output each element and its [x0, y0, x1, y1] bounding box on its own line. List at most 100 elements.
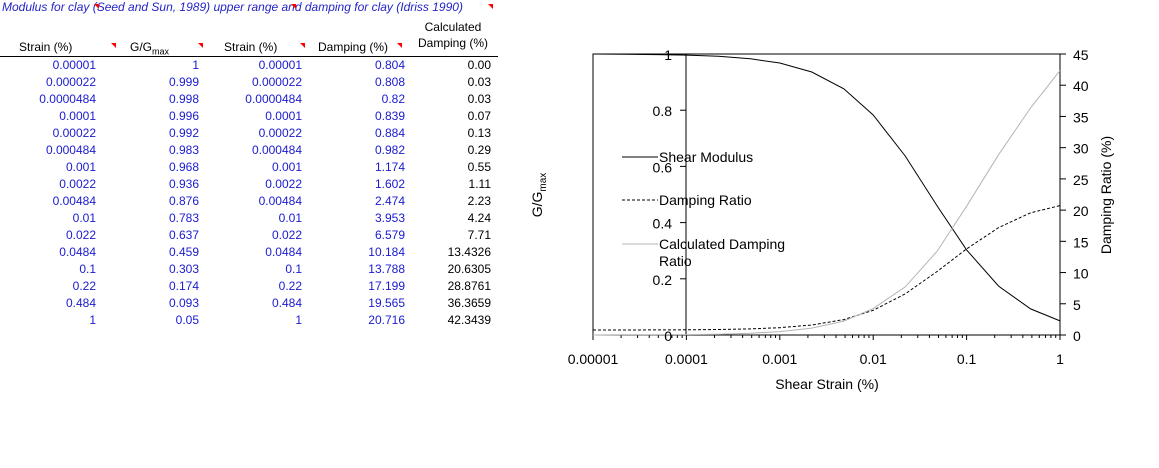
table-cell-ggmax[interactable]: 0.637	[168, 228, 199, 242]
table-cell-damping[interactable]: 1.602	[374, 177, 405, 191]
table-cell-strain1[interactable]: 0.484	[65, 296, 96, 310]
table-cell-damping[interactable]: 0.884	[374, 126, 405, 140]
table-cell-ggmax[interactable]: 0.992	[168, 126, 199, 140]
table-cell-damping[interactable]: 10.184	[368, 245, 405, 259]
table-cell-strain1[interactable]: 0.00484	[52, 194, 96, 208]
comment-marker[interactable]	[397, 43, 402, 48]
table-cell-ggmax[interactable]: 0.05	[175, 313, 199, 327]
table-row: 0.484 0.093 0.484 19.565 36.3659	[0, 296, 500, 313]
table-cell-calc[interactable]: 7.71	[467, 228, 491, 242]
table-cell-ggmax[interactable]: 0.459	[168, 245, 199, 259]
table-cell-damping[interactable]: 19.565	[368, 296, 405, 310]
table-cell-ggmax[interactable]: 0.303	[168, 262, 199, 276]
table-cell-ggmax[interactable]: 1	[192, 58, 199, 72]
comment-marker[interactable]	[198, 43, 203, 48]
legend-label-0: Shear Modulus	[659, 149, 753, 165]
table-cell-ggmax[interactable]: 0.783	[168, 211, 199, 225]
table-cell-ggmax[interactable]: 0.999	[168, 75, 199, 89]
table-cell-calc[interactable]: 0.03	[467, 92, 491, 106]
table-cell-strain1[interactable]: 0.00001	[52, 58, 96, 72]
table-cell-calc[interactable]: 0.13	[467, 126, 491, 140]
table-cell-calc[interactable]: 13.4326	[447, 245, 491, 259]
table-cell-strain1[interactable]: 0.0001	[59, 109, 96, 123]
table-cell-ggmax[interactable]: 0.876	[168, 194, 199, 208]
table-cell-strain1[interactable]: 0.1	[79, 262, 96, 276]
table-cell-ggmax[interactable]: 0.936	[168, 177, 199, 191]
table-cell-damping[interactable]: 17.199	[368, 279, 405, 293]
table-cell-calc[interactable]: 0.29	[467, 143, 491, 157]
left-y-tick-label: 0.6	[653, 159, 673, 175]
table-cell-calc[interactable]: 42.3439	[447, 313, 491, 327]
header-strain: Strain (%)	[19, 40, 73, 54]
table-cell-strain2[interactable]: 0.01	[278, 211, 302, 225]
table-cell-damping[interactable]: 6.579	[374, 228, 405, 242]
comment-marker[interactable]	[291, 4, 296, 9]
table-cell-calc[interactable]: 1.11	[468, 177, 491, 191]
table-cell-calc[interactable]: 36.3659	[447, 296, 491, 310]
left-y-tick-label: 0.2	[653, 272, 673, 288]
table-cell-ggmax[interactable]: 0.093	[168, 296, 199, 310]
table-cell-strain1[interactable]: 0.0484	[59, 245, 96, 259]
series-line-0	[592, 53, 1061, 322]
table-row: 0.000484 0.983 0.000484 0.982 0.29	[0, 143, 500, 160]
table-cell-strain2[interactable]: 0.00022	[258, 126, 302, 140]
table-cell-strain2[interactable]: 0.0022	[265, 177, 302, 191]
table-cell-damping[interactable]: 13.788	[368, 262, 405, 276]
table-cell-damping[interactable]: 20.716	[368, 313, 405, 327]
header-damping: Damping (%)	[318, 40, 389, 54]
table-cell-strain1[interactable]: 1	[89, 313, 96, 327]
table-cell-strain2[interactable]: 0.022	[271, 228, 302, 242]
table-cell-strain1[interactable]: 0.000484	[45, 143, 96, 157]
table-cell-strain2[interactable]: 0.1	[285, 262, 302, 276]
table-cell-strain2[interactable]: 0.0484	[265, 245, 302, 259]
right-y-tick-label: 0	[1073, 328, 1081, 344]
table-cell-damping[interactable]: 1.174	[374, 160, 405, 174]
comment-marker[interactable]	[94, 4, 99, 9]
table-cell-strain2[interactable]: 0.0001	[265, 109, 302, 123]
table-cell-calc[interactable]: 0.07	[467, 109, 491, 123]
table-cell-ggmax[interactable]: 0.998	[168, 92, 199, 106]
table-cell-ggmax[interactable]: 0.983	[168, 143, 199, 157]
table-cell-damping[interactable]: 3.953	[374, 211, 405, 225]
table-cell-calc[interactable]: 4.24	[467, 211, 491, 225]
table-cell-damping[interactable]: 2.474	[374, 194, 405, 208]
table-cell-ggmax[interactable]: 0.968	[168, 160, 199, 174]
table-cell-strain2[interactable]: 0.00484	[258, 194, 302, 208]
table-cell-ggmax[interactable]: 0.174	[168, 279, 199, 293]
table-cell-calc[interactable]: 28.8761	[447, 279, 491, 293]
header-calculated-damping: Calculated Damping (%)	[410, 19, 496, 51]
header-calc-line2: Damping (%)	[417, 36, 489, 50]
table-cell-strain2[interactable]: 0.000022	[251, 75, 302, 89]
table-cell-strain1[interactable]: 0.01	[72, 211, 96, 225]
x-axis-title: Shear Strain (%)	[775, 376, 878, 392]
table-cell-ggmax[interactable]: 0.996	[168, 109, 199, 123]
table-cell-strain1[interactable]: 0.0000484	[39, 92, 96, 106]
table-cell-damping[interactable]: 0.82	[381, 92, 405, 106]
table-cell-strain1[interactable]: 0.0022	[59, 177, 96, 191]
table-cell-calc[interactable]: 0.03	[467, 75, 491, 89]
table-cell-calc[interactable]: 0.00	[467, 58, 491, 72]
table-cell-calc[interactable]: 2.23	[467, 194, 491, 208]
comment-marker[interactable]	[488, 4, 493, 9]
table-cell-strain1[interactable]: 0.001	[65, 160, 96, 174]
table-cell-strain2[interactable]: 0.484	[271, 296, 302, 310]
table-cell-strain2[interactable]: 1	[295, 313, 302, 327]
table-cell-strain1[interactable]: 0.000022	[45, 75, 96, 89]
table-cell-strain1[interactable]: 0.22	[72, 279, 96, 293]
table-cell-strain2[interactable]: 0.22	[278, 279, 302, 293]
table-cell-damping[interactable]: 0.839	[374, 109, 405, 123]
table-cell-strain2[interactable]: 0.00001	[258, 58, 302, 72]
table-cell-strain2[interactable]: 0.000484	[251, 143, 302, 157]
table-cell-damping[interactable]: 0.804	[374, 58, 405, 72]
table-cell-calc[interactable]: 0.55	[467, 160, 491, 174]
table-cell-strain1[interactable]: 0.00022	[52, 126, 96, 140]
table-cell-strain2[interactable]: 0.001	[271, 160, 302, 174]
table-row: 0.0001 0.996 0.0001 0.839 0.07	[0, 109, 500, 126]
table-cell-strain1[interactable]: 0.022	[65, 228, 96, 242]
table-cell-calc[interactable]: 20.6305	[447, 262, 491, 276]
comment-marker[interactable]	[300, 43, 305, 48]
table-cell-damping[interactable]: 0.982	[374, 143, 405, 157]
table-cell-damping[interactable]: 0.808	[374, 75, 405, 89]
comment-marker[interactable]	[111, 43, 116, 48]
table-cell-strain2[interactable]: 0.0000484	[245, 92, 302, 106]
